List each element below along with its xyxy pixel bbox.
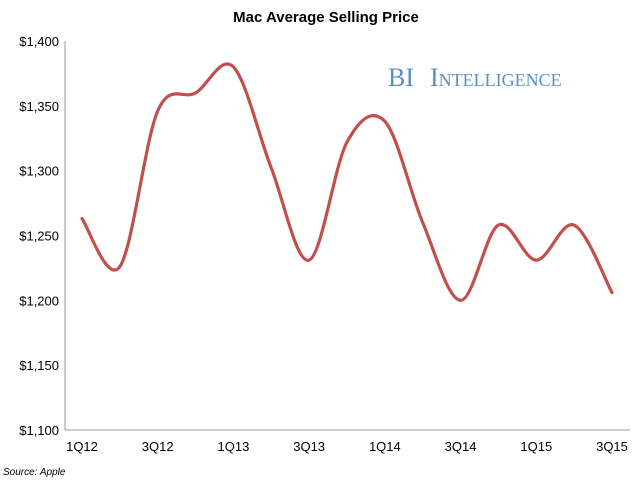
chart-title: Mac Average Selling Price [233, 9, 419, 26]
data-point-4Q12 [194, 91, 198, 95]
bi-intelligence-logo: BI Intelligence [388, 63, 562, 92]
x-tick-label: 1Q13 [218, 439, 250, 454]
x-tick-label: 1Q12 [66, 439, 98, 454]
data-points [80, 65, 614, 302]
data-point-3Q12 [156, 109, 160, 113]
data-point-3Q15 [610, 291, 614, 295]
y-tick-label: $1,250 [19, 229, 59, 244]
y-tick-label: $1,100 [19, 423, 59, 438]
data-point-3Q14 [459, 298, 463, 302]
data-point-2Q13 [269, 166, 273, 170]
data-point-2Q14 [421, 221, 425, 225]
data-point-4Q14 [496, 223, 500, 227]
y-axis-tick-labels: $1,100 $1,150 $1,200 $1,250 $1,300 $1,350 $1,4… [19, 34, 59, 438]
y-tick-label: $1,350 [19, 99, 59, 114]
y-tick-label: $1,400 [19, 34, 59, 49]
x-tick-label: 3Q15 [596, 439, 628, 454]
data-point-4Q13 [345, 140, 349, 144]
x-tick-label: 1Q15 [520, 439, 552, 454]
source-note: Source: Apple [3, 467, 66, 478]
y-tick-label: $1,200 [19, 293, 59, 308]
data-point-1Q15 [534, 258, 538, 262]
y-tick-label: $1,300 [19, 164, 59, 179]
data-point-3Q13 [307, 258, 311, 262]
data-point-1Q13 [231, 65, 235, 69]
data-point-2Q12 [118, 265, 122, 269]
x-tick-label: 3Q13 [293, 439, 325, 454]
series-line [80, 62, 614, 302]
logo-bi-text: BI [388, 63, 414, 92]
x-axis-tick-labels: 1Q12 3Q12 1Q13 3Q13 1Q14 3Q14 1Q15 3Q15 [66, 439, 628, 454]
data-point-1Q14 [383, 119, 387, 123]
x-tick-label: 1Q14 [369, 439, 401, 454]
x-tick-label: 3Q12 [142, 439, 174, 454]
y-tick-label: $1,150 [19, 358, 59, 373]
logo-intelligence-text: Intelligence [430, 63, 562, 92]
data-point-2Q15 [572, 223, 576, 227]
data-point-1Q12 [80, 217, 84, 221]
x-tick-label: 3Q14 [445, 439, 477, 454]
